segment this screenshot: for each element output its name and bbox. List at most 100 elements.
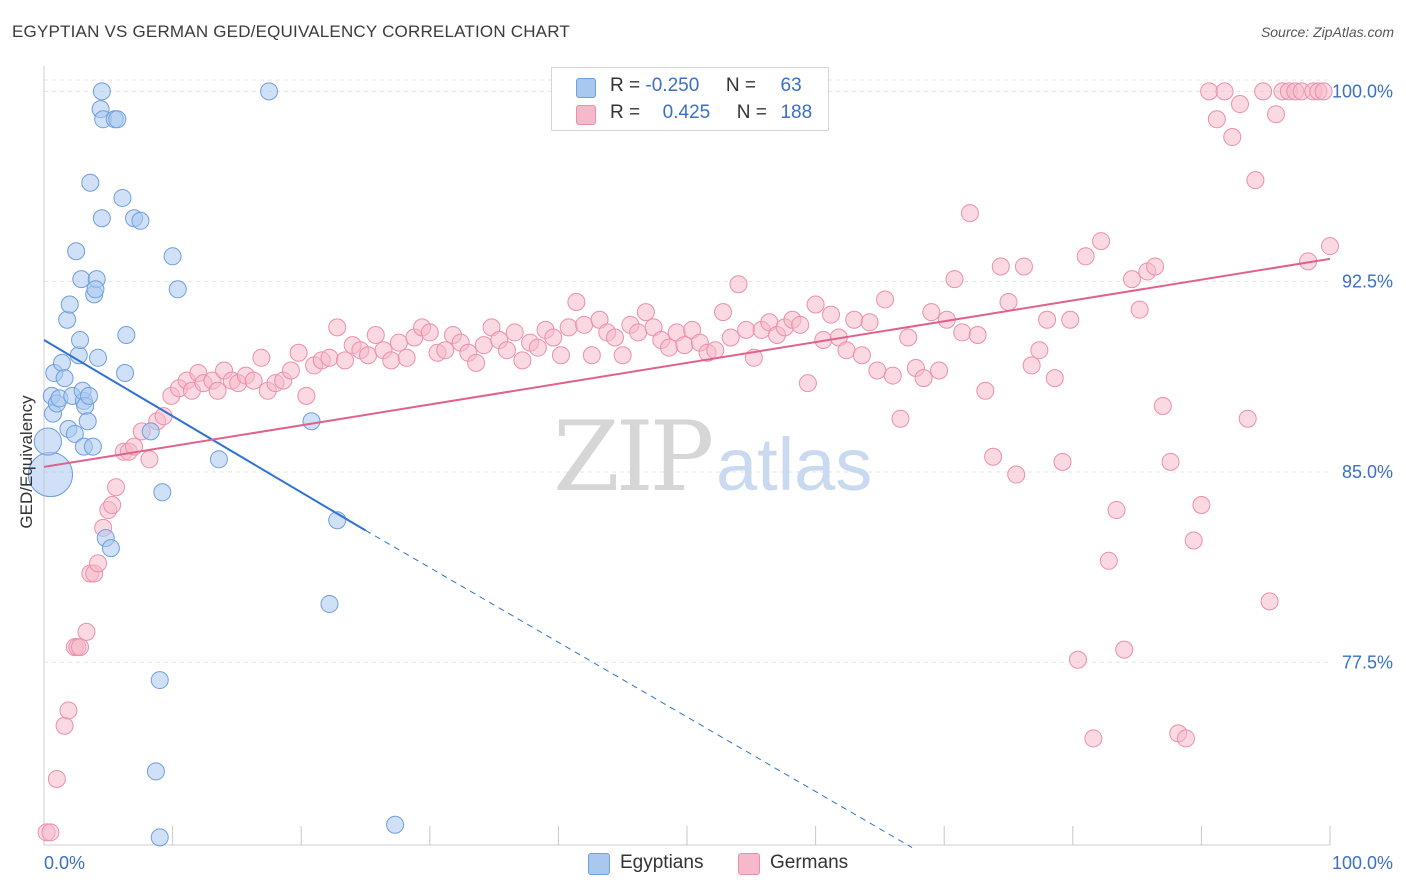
data-point	[1068, 650, 1087, 669]
data-point	[382, 351, 401, 370]
data-point	[613, 346, 632, 365]
trend-line-egyptians-extension	[365, 529, 913, 848]
data-point	[659, 338, 678, 357]
x-axis-ticks	[43, 826, 1331, 845]
data-point	[1007, 465, 1026, 484]
legend-n-label: N =	[725, 75, 756, 96]
data-point	[914, 369, 933, 388]
data-point	[714, 303, 733, 322]
bottom-legend-egyptians[interactable]: Egyptians	[588, 852, 718, 876]
data-point	[467, 353, 486, 372]
data-point	[92, 209, 111, 228]
data-point	[60, 295, 79, 314]
data-point	[1321, 237, 1339, 256]
data-point	[1266, 105, 1285, 124]
data-point	[1176, 729, 1195, 748]
data-point	[289, 343, 308, 362]
data-point	[922, 303, 941, 322]
data-point	[1192, 495, 1211, 514]
data-point	[860, 313, 879, 332]
data-point	[1084, 729, 1103, 748]
data-point	[103, 495, 122, 514]
data-point	[92, 82, 111, 101]
y-axis-label: GED/Equivalency	[17, 395, 36, 529]
data-point	[208, 381, 227, 400]
series-egyptians	[27, 82, 405, 847]
correlation-legend: R = -0.250 N = 63 R = 0.425 N = 188	[551, 67, 829, 131]
data-point	[505, 323, 524, 342]
data-point	[80, 386, 99, 405]
data-point	[150, 671, 169, 690]
data-point	[89, 554, 108, 573]
legend-n-label: N =	[736, 102, 767, 123]
data-point	[55, 716, 74, 735]
data-point	[876, 290, 895, 309]
data-point	[71, 638, 90, 657]
data-point	[366, 325, 385, 344]
data-point	[1238, 409, 1257, 428]
bottom-legend-label-germans: Germans	[770, 852, 849, 873]
data-point	[1076, 247, 1095, 266]
data-point	[806, 295, 825, 314]
data-point	[41, 823, 60, 842]
data-point	[359, 346, 378, 365]
data-point	[852, 346, 871, 365]
data-point	[1260, 592, 1279, 611]
data-point	[1022, 356, 1041, 375]
legend-r-label: R =	[610, 102, 641, 123]
gridlines	[44, 79, 1330, 663]
data-point	[791, 315, 810, 334]
data-point	[984, 447, 1003, 466]
y-tick-label: 77.5%	[1342, 652, 1393, 672]
data-point	[244, 371, 263, 390]
bottom-legend-germans[interactable]: Germans	[738, 852, 868, 876]
data-point	[55, 369, 74, 388]
data-point	[891, 409, 910, 428]
data-point	[629, 323, 648, 342]
data-point	[260, 82, 279, 101]
data-point	[89, 348, 108, 367]
data-point	[798, 374, 817, 393]
data-point	[78, 412, 97, 431]
data-point	[83, 437, 102, 456]
data-point	[636, 303, 655, 322]
y-axis-tick-labels: 77.5% 85.0% 92.5% 100.0%	[1332, 81, 1393, 672]
data-point	[86, 280, 105, 299]
data-point	[721, 328, 740, 347]
legend-swatch-egyptians	[576, 78, 596, 98]
legend-swatch-germans	[576, 105, 596, 125]
bottom-legend-swatch-egyptians	[588, 853, 610, 875]
data-point	[930, 361, 949, 380]
data-point	[953, 323, 972, 342]
data-point	[706, 341, 725, 360]
watermark: ZIP atlas	[553, 401, 872, 513]
data-point	[320, 594, 339, 613]
data-point	[302, 412, 321, 431]
data-point	[968, 325, 987, 344]
data-point	[335, 351, 354, 370]
data-point	[497, 341, 516, 360]
trend-lines	[43, 257, 1331, 848]
data-point	[320, 348, 339, 367]
data-point	[1038, 310, 1057, 329]
data-point	[107, 478, 126, 497]
data-point	[1099, 551, 1118, 570]
data-point	[675, 336, 694, 355]
data-point	[513, 351, 532, 370]
data-point	[297, 386, 316, 405]
watermark-zip: ZIP	[553, 401, 712, 513]
data-point	[101, 539, 120, 558]
data-point	[1130, 300, 1149, 319]
data-point	[868, 361, 887, 380]
data-point	[1146, 257, 1165, 276]
legend-text-egyptians: R = -0.250 N = 63	[610, 75, 802, 97]
data-point	[153, 483, 172, 502]
data-point	[141, 422, 160, 441]
data-point	[737, 320, 756, 339]
data-point	[1107, 501, 1126, 520]
data-point	[575, 315, 594, 334]
data-point	[1200, 82, 1219, 101]
data-point	[991, 257, 1010, 276]
x-tick-label-max: 100.0%	[1332, 853, 1393, 873]
